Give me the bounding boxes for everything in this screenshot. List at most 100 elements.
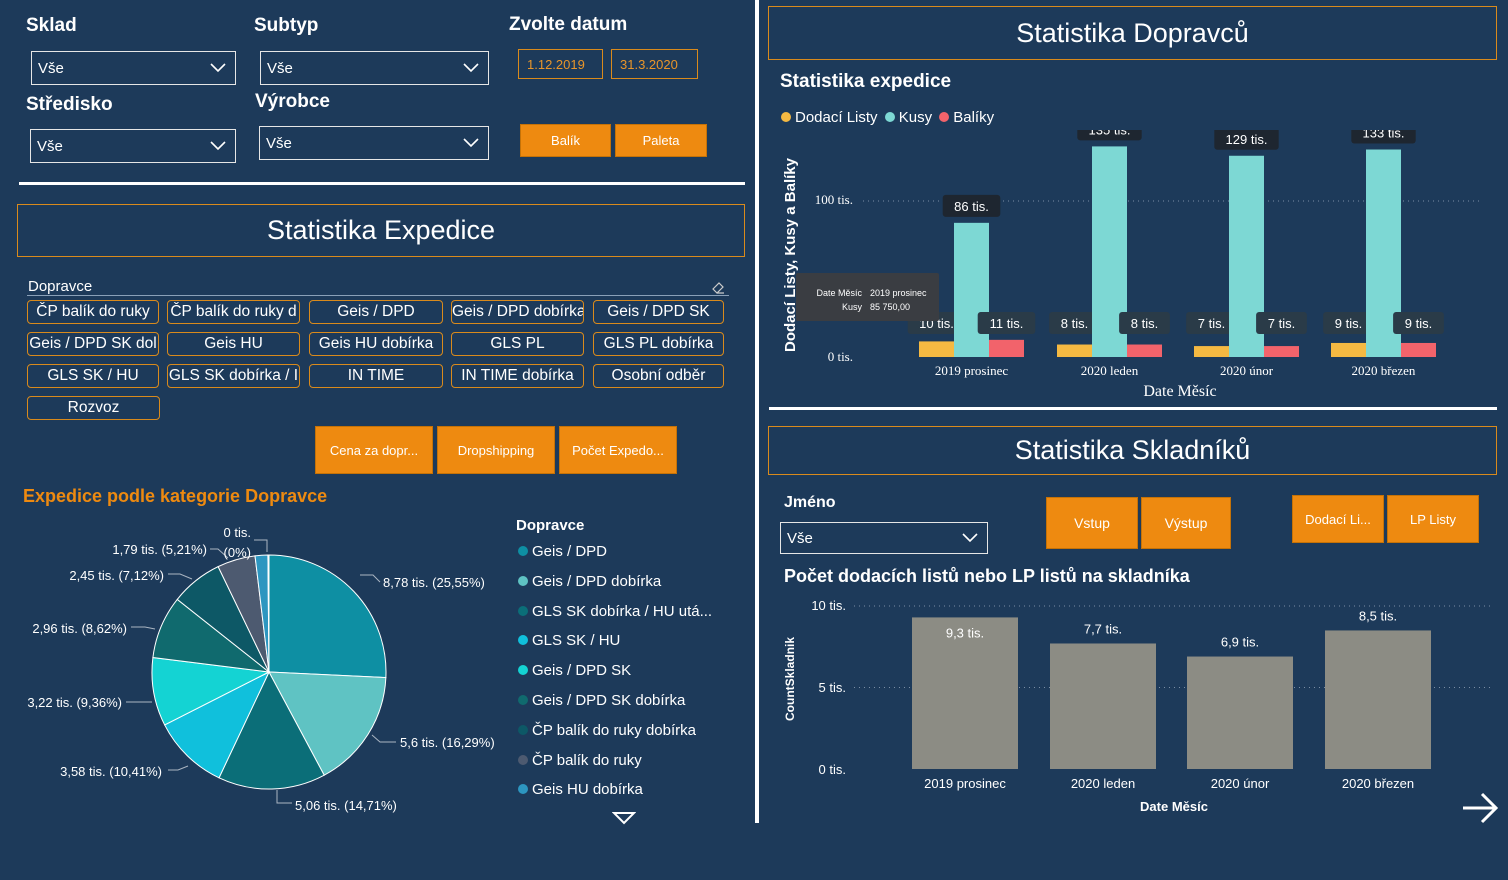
bar-data-label: 8,5 tis. bbox=[1359, 608, 1397, 623]
dopravce-chip[interactable]: Osobní odběr bbox=[593, 364, 724, 388]
pie-legend-item[interactable]: Geis / DPD bbox=[518, 543, 607, 560]
tooltip-value: 85 750,00 bbox=[870, 302, 911, 312]
pie-legend-item[interactable]: Geis / DPD dobírka bbox=[518, 573, 661, 590]
datum-label: Zvolte datum bbox=[509, 14, 628, 35]
skladnici-y-tick: 0 tis. bbox=[819, 762, 846, 777]
pie-legend-item[interactable]: ČP balík do ruky bbox=[518, 752, 642, 769]
pie-slice[interactable] bbox=[268, 554, 387, 679]
bar-dodací-listy[interactable] bbox=[1194, 346, 1229, 357]
bar-dodací-listy[interactable] bbox=[1057, 344, 1092, 357]
bar-dodací-listy[interactable] bbox=[1331, 342, 1366, 357]
date-from-input[interactable]: 1.12.2019 bbox=[518, 49, 603, 79]
pie-label-gls-sk-hu: 3,58 tis. (10,41%) bbox=[60, 764, 162, 779]
dodaci-listy-button[interactable]: Dodací Li... bbox=[1292, 495, 1384, 543]
pie-legend-item[interactable]: GLS SK / HU bbox=[518, 632, 620, 649]
legend-dot bbox=[518, 546, 528, 556]
svg-text:7 tis.: 7 tis. bbox=[1198, 316, 1225, 331]
subtyp-dropdown[interactable]: Vše bbox=[260, 51, 489, 85]
chevron-down-icon bbox=[463, 63, 479, 73]
pie-legend-item[interactable]: ČP balík do ruky dobírka bbox=[518, 722, 696, 739]
lp-listy-button[interactable]: LP Listy bbox=[1387, 495, 1479, 543]
sklad-label: Sklad bbox=[26, 15, 77, 36]
dopravce-chip[interactable]: IN TIME bbox=[309, 364, 443, 388]
pie-legend-item[interactable]: Geis / DPD SK bbox=[518, 662, 631, 679]
bar-countskladnik[interactable] bbox=[1050, 643, 1156, 769]
pie-legend-item[interactable]: Geis / DPD SK dobírka bbox=[518, 692, 685, 709]
legend-dot bbox=[518, 605, 528, 616]
dopravce-chip[interactable]: Geis / DPD SK bbox=[593, 300, 724, 324]
bar-kusy[interactable] bbox=[954, 222, 989, 357]
divider bbox=[769, 407, 1497, 410]
dopravce-chip[interactable]: ČP balík do ruky bbox=[27, 300, 159, 324]
slicer-underline bbox=[27, 295, 729, 296]
bar-countskladnik[interactable] bbox=[1325, 630, 1431, 769]
svg-text:86 tis.: 86 tis. bbox=[954, 199, 989, 214]
vyrobce-dropdown[interactable]: Vše bbox=[259, 126, 489, 160]
legend-dot bbox=[518, 784, 528, 795]
dopravce-chip[interactable]: Geis HU bbox=[167, 332, 300, 356]
legend-dodaci-listy: Dodací Listy bbox=[795, 109, 878, 126]
eraser-icon[interactable] bbox=[710, 280, 726, 294]
dopravce-chip[interactable]: Geis / DPD bbox=[309, 300, 443, 324]
bar-balíky[interactable] bbox=[1264, 346, 1299, 357]
pie-slice[interactable] bbox=[267, 554, 270, 673]
bar-countskladnik[interactable] bbox=[912, 617, 1018, 769]
vystup-button[interactable]: Výstup bbox=[1141, 497, 1231, 549]
scroll-down-icon[interactable] bbox=[612, 811, 636, 825]
pie-legend-label: ČP balík do ruky dobírka bbox=[532, 721, 696, 739]
chart-tooltip: Date Měsíc 2019 prosinec Kusy 85 750,00 bbox=[796, 273, 939, 321]
paleta-button[interactable]: Paleta bbox=[615, 124, 707, 157]
pie-slice[interactable] bbox=[218, 670, 325, 790]
bar-balíky[interactable] bbox=[1127, 344, 1162, 357]
divider bbox=[19, 182, 745, 185]
pie-legend-item[interactable]: Geis HU dobírka bbox=[518, 781, 643, 798]
legend-dot bbox=[518, 754, 528, 765]
dopravce-chip[interactable]: GLS PL bbox=[451, 332, 584, 356]
bar-data-label: 9,3 tis. bbox=[946, 625, 984, 640]
x-tick-label: 2020 únor bbox=[1220, 363, 1274, 378]
vyrobce-value: Vše bbox=[266, 135, 292, 152]
jmeno-dropdown[interactable]: Vše bbox=[780, 522, 988, 554]
dopravci-legend: Dodací Listy Kusy Balíky bbox=[781, 109, 994, 126]
pie-label-geis-dpd-sk-dobirka: 2,96 tis. (8,62%) bbox=[32, 621, 127, 636]
dopravce-chip[interactable]: Geis HU dobírka bbox=[309, 332, 443, 356]
bar-dodací-listy[interactable] bbox=[919, 341, 954, 357]
chevron-down-icon bbox=[962, 533, 978, 543]
dopravce-slicer-title: Dopravce bbox=[28, 278, 93, 295]
dopravce-chip[interactable]: GLS SK / HU bbox=[27, 364, 159, 388]
legend-dot bbox=[518, 575, 528, 586]
expedice-header: Statistika Expedice bbox=[17, 204, 745, 257]
dopravce-chip[interactable]: IN TIME dobírka bbox=[451, 364, 584, 388]
pie-label-cp-dobirka: 2,45 tis. (7,12%) bbox=[69, 568, 164, 583]
pie-slice[interactable] bbox=[163, 670, 271, 779]
dopravce-chip[interactable]: Rozvoz bbox=[27, 396, 160, 420]
dopravce-chip[interactable]: Geis / DPD dobírka bbox=[451, 300, 584, 324]
pie-slice[interactable] bbox=[268, 671, 387, 776]
pie-label-zero: 0 tis. bbox=[224, 525, 251, 540]
pocet-expedovanych-button[interactable]: Počet Expedo... bbox=[559, 426, 677, 474]
x-tick-label: 2020 březen bbox=[1352, 363, 1416, 378]
vstup-button[interactable]: Vstup bbox=[1046, 497, 1138, 549]
dopravci-x-axis-title: Date Měsíc bbox=[1143, 383, 1216, 400]
date-to-input[interactable]: 31.3.2020 bbox=[611, 49, 698, 79]
dopravce-chip[interactable]: ČP balík do ruky d bbox=[167, 300, 300, 324]
cena-za-dopravu-button[interactable]: Cena za dopr... bbox=[315, 426, 433, 474]
dopravce-chip[interactable]: Geis / DPD SK dol bbox=[27, 332, 159, 356]
bar-data-label: 9 tis. bbox=[1323, 312, 1374, 334]
bar-data-label: 86 tis. bbox=[942, 194, 1001, 217]
dopravce-chip[interactable]: GLS PL dobírka bbox=[593, 332, 724, 356]
tooltip-key: Kusy bbox=[841, 302, 862, 312]
bar-balíky[interactable] bbox=[989, 339, 1024, 357]
stredisko-value: Vše bbox=[37, 138, 63, 155]
dopravci-bar-chart: Dodací Listy, Kusy a Balíky 100 tis. 0 t… bbox=[782, 130, 1483, 400]
dopravce-chip[interactable]: GLS SK dobírka / I bbox=[167, 364, 300, 388]
bar-countskladnik[interactable] bbox=[1187, 656, 1293, 769]
balik-button[interactable]: Balík bbox=[520, 124, 611, 157]
dropshipping-button[interactable]: Dropshipping bbox=[437, 426, 555, 474]
sklad-dropdown[interactable]: Vše bbox=[31, 51, 236, 85]
pie-label-geis-dpd: 8,78 tis. (25,55%) bbox=[383, 575, 485, 590]
stredisko-dropdown[interactable]: Vše bbox=[30, 129, 236, 163]
bar-balíky[interactable] bbox=[1401, 342, 1436, 357]
next-page-arrow-icon[interactable] bbox=[1460, 790, 1500, 826]
pie-legend-item[interactable]: GLS SK dobírka / HU utá... bbox=[518, 603, 712, 620]
